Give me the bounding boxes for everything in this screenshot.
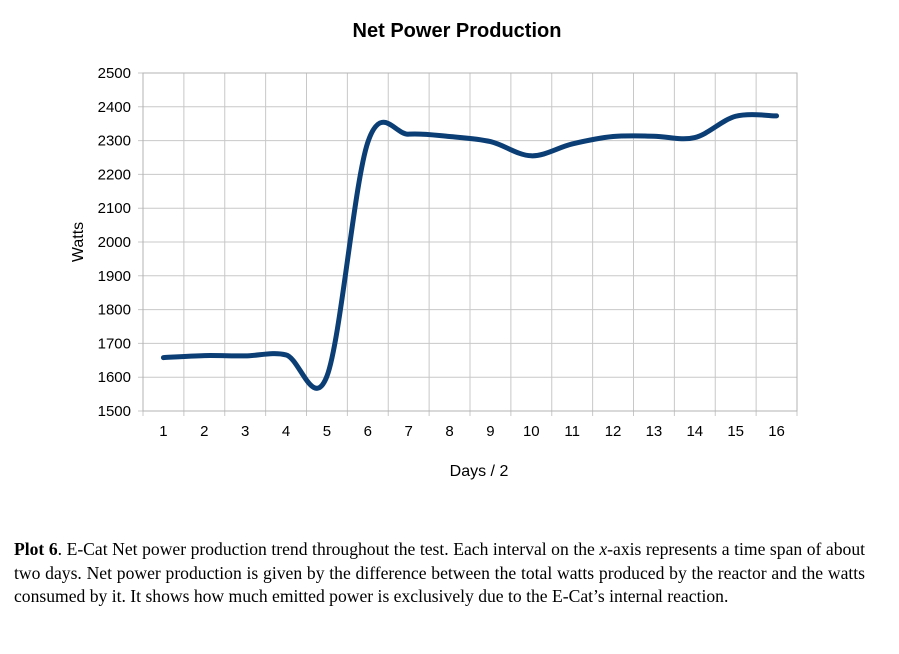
caption-text-2: -axis represents a time span of about tw…	[14, 539, 865, 606]
y-tick-label: 2300	[98, 133, 131, 150]
series-layer	[160, 112, 780, 391]
x-tick-label: 12	[605, 423, 622, 440]
y-tick-label: 1600	[98, 369, 131, 386]
y-tick-labels: 1500 1600 1700 1800 1900 2000 2100 2200 2300 2400…	[98, 65, 131, 420]
y-tick-label: 2400	[98, 99, 131, 116]
y-tick-label: 2200	[98, 166, 131, 183]
x-tick-label: 5	[323, 423, 331, 440]
series-line	[160, 112, 780, 391]
x-tick-label: 7	[405, 423, 413, 440]
x-tick-label: 6	[364, 423, 372, 440]
x-tick-label: 16	[768, 423, 785, 440]
x-tick-label: 14	[686, 423, 703, 440]
x-axis-label: Days / 2	[450, 463, 509, 480]
grid	[138, 72, 798, 416]
x-tick-label: 1	[159, 423, 167, 440]
x-tick-label: 2	[200, 423, 208, 440]
x-tick-label: 11	[564, 423, 580, 440]
x-tick-label: 9	[486, 423, 494, 440]
y-tick-label: 2100	[98, 200, 131, 217]
plot-area-border	[142, 72, 798, 412]
caption-label: Plot 6	[14, 539, 58, 559]
y-tick-label: 2500	[98, 65, 131, 82]
x-tick-label: 10	[523, 423, 540, 440]
figure-caption: Plot 6. E-Cat Net power production trend…	[14, 538, 865, 609]
y-axis-label: Watts	[70, 222, 87, 262]
x-tick-labels: 1 2 3 4 5 6 7 8 9 10 11 12 13 14 15 16	[159, 423, 785, 440]
y-tick-label: 1500	[98, 403, 131, 420]
x-tick-label: 15	[727, 423, 744, 440]
y-tick-label: 1900	[98, 268, 131, 285]
caption-text-1: . E-Cat Net power production trend throu…	[57, 539, 600, 559]
line-chart: Net Power Production 1500 1600 1700 1800 190…	[70, 20, 798, 480]
x-tick-label: 4	[282, 423, 290, 440]
chart-title: Net Power Production	[353, 20, 562, 42]
y-tick-label: 1700	[98, 335, 131, 352]
y-tick-label: 1800	[98, 302, 131, 319]
caption-axis-variable: x	[599, 539, 608, 559]
x-tick-label: 3	[241, 423, 249, 440]
y-tick-label: 2000	[98, 234, 131, 251]
x-tick-label: 13	[646, 423, 663, 440]
x-tick-label: 8	[445, 423, 453, 440]
